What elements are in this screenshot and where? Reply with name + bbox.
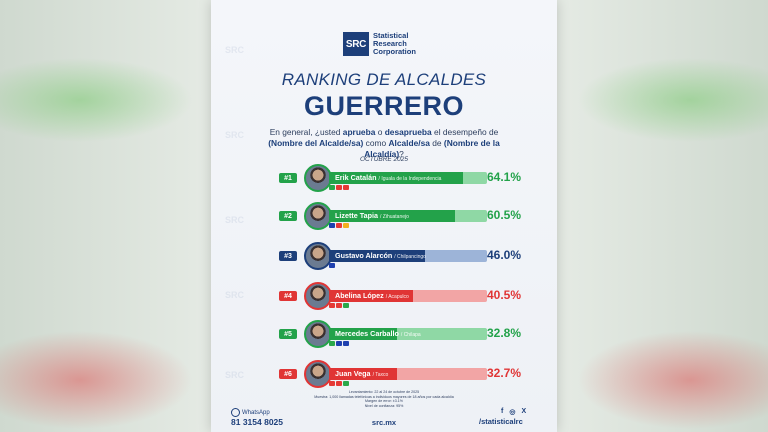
approval-bar-fill — [329, 210, 456, 222]
party-logo-icon — [343, 303, 349, 308]
rank-badge: #1 — [279, 173, 297, 183]
watermark: SRC — [225, 290, 245, 300]
party-logo-icon — [329, 303, 335, 308]
party-logos — [329, 303, 349, 308]
mayor-photo — [304, 202, 332, 230]
party-logos — [329, 185, 349, 190]
mayor-photo — [304, 164, 332, 192]
municipality-name: / Iguala de la Independencia — [378, 176, 442, 182]
mayor-label: Erik Catalán / Iguala de la Independenci… — [335, 173, 441, 182]
approval-bar: Gustavo Alarcón / Chilpancingo — [329, 250, 487, 262]
party-logo-icon — [343, 185, 349, 190]
approval-bar-fill — [329, 328, 398, 340]
approval-percentage: 60.5% — [487, 208, 522, 222]
approval-percentage: 46.0% — [487, 248, 522, 262]
watermark: SRC — [225, 215, 245, 225]
approval-bar: Erik Catalán / Iguala de la Independenci… — [329, 172, 487, 184]
instagram-icon[interactable]: ◎ — [509, 409, 516, 416]
rank-badge: #2 — [279, 211, 297, 221]
title-line1: RANKING DE ALCALDES — [281, 70, 487, 89]
watermark: SRC — [225, 370, 245, 380]
mayor-photo — [304, 242, 332, 270]
website-link[interactable]: src.mx — [371, 418, 397, 427]
social-icons: f ◎ X — [501, 408, 526, 416]
mayor-name: Mercedes Carballo — [335, 329, 401, 338]
approval-bar: Lizette Tapia / Zihuatanejo — [329, 210, 487, 222]
party-logo-icon — [329, 223, 335, 228]
approval-bar: Abelina López / Acapulco — [329, 290, 487, 302]
ranking-row: #5 Mercedes Carballo / Chilapa 32.8% — [211, 318, 557, 348]
watermark: SRC — [225, 45, 245, 55]
party-logo-icon — [336, 223, 342, 228]
ranking-row: #4 Abelina López / Acapulco 40.5% — [211, 280, 557, 310]
mayor-name: Erik Catalán — [335, 173, 379, 182]
title-line2: GUERRERO — [303, 91, 464, 121]
approval-percentage: 32.7% — [487, 366, 522, 380]
mayor-photo — [304, 320, 332, 348]
party-logo-icon — [329, 381, 335, 386]
mayor-name: Gustavo Alarcón — [335, 251, 395, 260]
approval-percentage: 40.5% — [487, 288, 522, 302]
mayor-name: Lizette Tapia — [335, 211, 380, 220]
party-logo-icon — [343, 381, 349, 386]
municipality-name: / Chilapa — [400, 332, 421, 338]
mayor-name: Juan Vega — [335, 369, 373, 378]
party-logo-icon — [336, 185, 342, 190]
logo-text: Statistical Research Corporation — [373, 31, 416, 56]
mayor-label: Abelina López / Acapulco — [335, 291, 409, 300]
social-handle[interactable]: /statisticalrc — [479, 417, 523, 426]
mayor-photo — [304, 360, 332, 388]
ranking-row: #1 Erik Catalán / Iguala de la Independen… — [211, 162, 557, 192]
whatsapp-label: WhatsApp — [231, 408, 270, 417]
approval-bar: Juan Vega / Taxco — [329, 368, 487, 380]
party-logos — [329, 341, 349, 346]
rank-badge: #6 — [279, 369, 297, 379]
party-logo-icon — [336, 341, 342, 346]
party-logo-icon — [329, 341, 335, 346]
ranking-row: #6 Juan Vega / Taxco 32.7% — [211, 358, 557, 388]
watermark: SRC — [225, 130, 245, 140]
ranking-row: #3 Gustavo Alarcón / Chilpancingo 46.0% — [211, 240, 557, 270]
mayor-label: Mercedes Carballo / Chilapa — [335, 329, 421, 338]
mayor-label: Gustavo Alarcón / Chilpancingo — [335, 251, 426, 260]
rank-badge: #5 — [279, 329, 297, 339]
party-logo-icon — [336, 381, 342, 386]
municipality-name: / Zihuatanejo — [380, 214, 409, 220]
approval-percentage: 64.1% — [487, 170, 522, 184]
municipality-name: / Taxco — [372, 372, 389, 378]
survey-question: En general, ¿usted aprueba o desaprueba … — [268, 127, 500, 159]
party-logo-icon — [329, 263, 335, 268]
mayor-label: Lizette Tapia / Zihuatanejo — [335, 211, 409, 220]
party-logos — [329, 263, 335, 268]
party-logo-icon — [329, 185, 335, 190]
municipality-name: / Chilpancingo — [394, 254, 426, 260]
src-logo: SRC Statistical Research Corporation — [343, 32, 416, 56]
party-logo-icon — [343, 223, 349, 228]
party-logos — [329, 223, 349, 228]
ranking-row: #2 Lizette Tapia / Zihuatanejo 60.5% — [211, 200, 557, 230]
approval-bar-fill — [329, 250, 425, 262]
party-logos — [329, 381, 349, 386]
party-logo-icon — [343, 341, 349, 346]
survey-month: OCTUBRE 2025 — [359, 156, 409, 163]
approval-bar: Mercedes Carballo / Chilapa — [329, 328, 487, 340]
logo-mark: SRC — [343, 32, 369, 56]
municipality-name: / Acapulco — [385, 294, 409, 300]
approval-bar-fill — [329, 172, 463, 184]
whatsapp-icon — [231, 408, 240, 417]
mayor-photo — [304, 282, 332, 310]
x-icon[interactable]: X — [521, 408, 527, 415]
party-logo-icon — [336, 303, 342, 308]
whatsapp-number[interactable]: 81 3154 8025 — [231, 417, 283, 427]
rank-badge: #3 — [279, 251, 297, 261]
approval-bar-fill — [329, 290, 414, 302]
methodology-note: Levantamiento: 22 al 24 de octubre de 20… — [314, 390, 454, 408]
infographic-panel: SRC SRC SRC SRC SRC SRC Statistical Rese… — [211, 0, 557, 432]
approval-bar-fill — [329, 368, 398, 380]
facebook-icon[interactable]: f — [501, 408, 504, 415]
rank-badge: #4 — [279, 291, 297, 301]
mayor-label: Juan Vega / Taxco — [335, 369, 388, 378]
approval-percentage: 32.8% — [487, 326, 522, 340]
mayor-name: Abelina López — [335, 291, 386, 300]
